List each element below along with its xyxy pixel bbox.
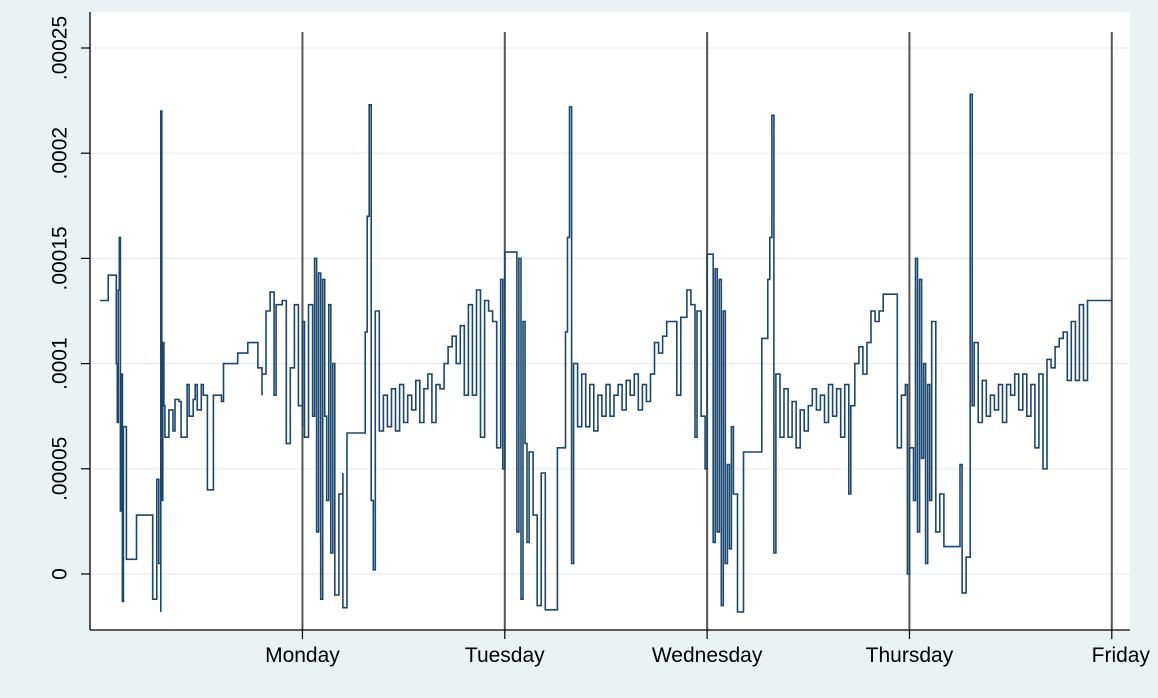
series-layer xyxy=(100,93,1112,613)
y-tick-label-1: .00005 xyxy=(49,437,72,501)
y-tick-label-3: .00015 xyxy=(49,226,72,290)
grid-lines xyxy=(90,47,1130,575)
x-tick-label-2: Wednesday xyxy=(652,644,763,667)
x-tick-label-3: Thursday xyxy=(866,644,954,667)
x-ticks: Monday Tuesday Wednesday Thursday Friday xyxy=(265,630,1150,667)
axes xyxy=(89,12,1130,631)
y-tick-label-0: 0 xyxy=(49,568,72,580)
x-tick-label-0: Monday xyxy=(265,644,340,667)
x-tick-label-1: Tuesday xyxy=(465,644,545,667)
y-tick-label-5: .00025 xyxy=(49,16,72,80)
y-tick-label-4: .0002 xyxy=(49,127,72,180)
y-tick-label-2: .0001 xyxy=(49,337,72,390)
y-ticks: 0 .00005 .0001 .00015 .0002 .00025 xyxy=(49,16,90,580)
plot-area xyxy=(90,12,1130,630)
series-line-0 xyxy=(100,93,1112,613)
x-tick-label-4: Friday xyxy=(1092,644,1151,667)
